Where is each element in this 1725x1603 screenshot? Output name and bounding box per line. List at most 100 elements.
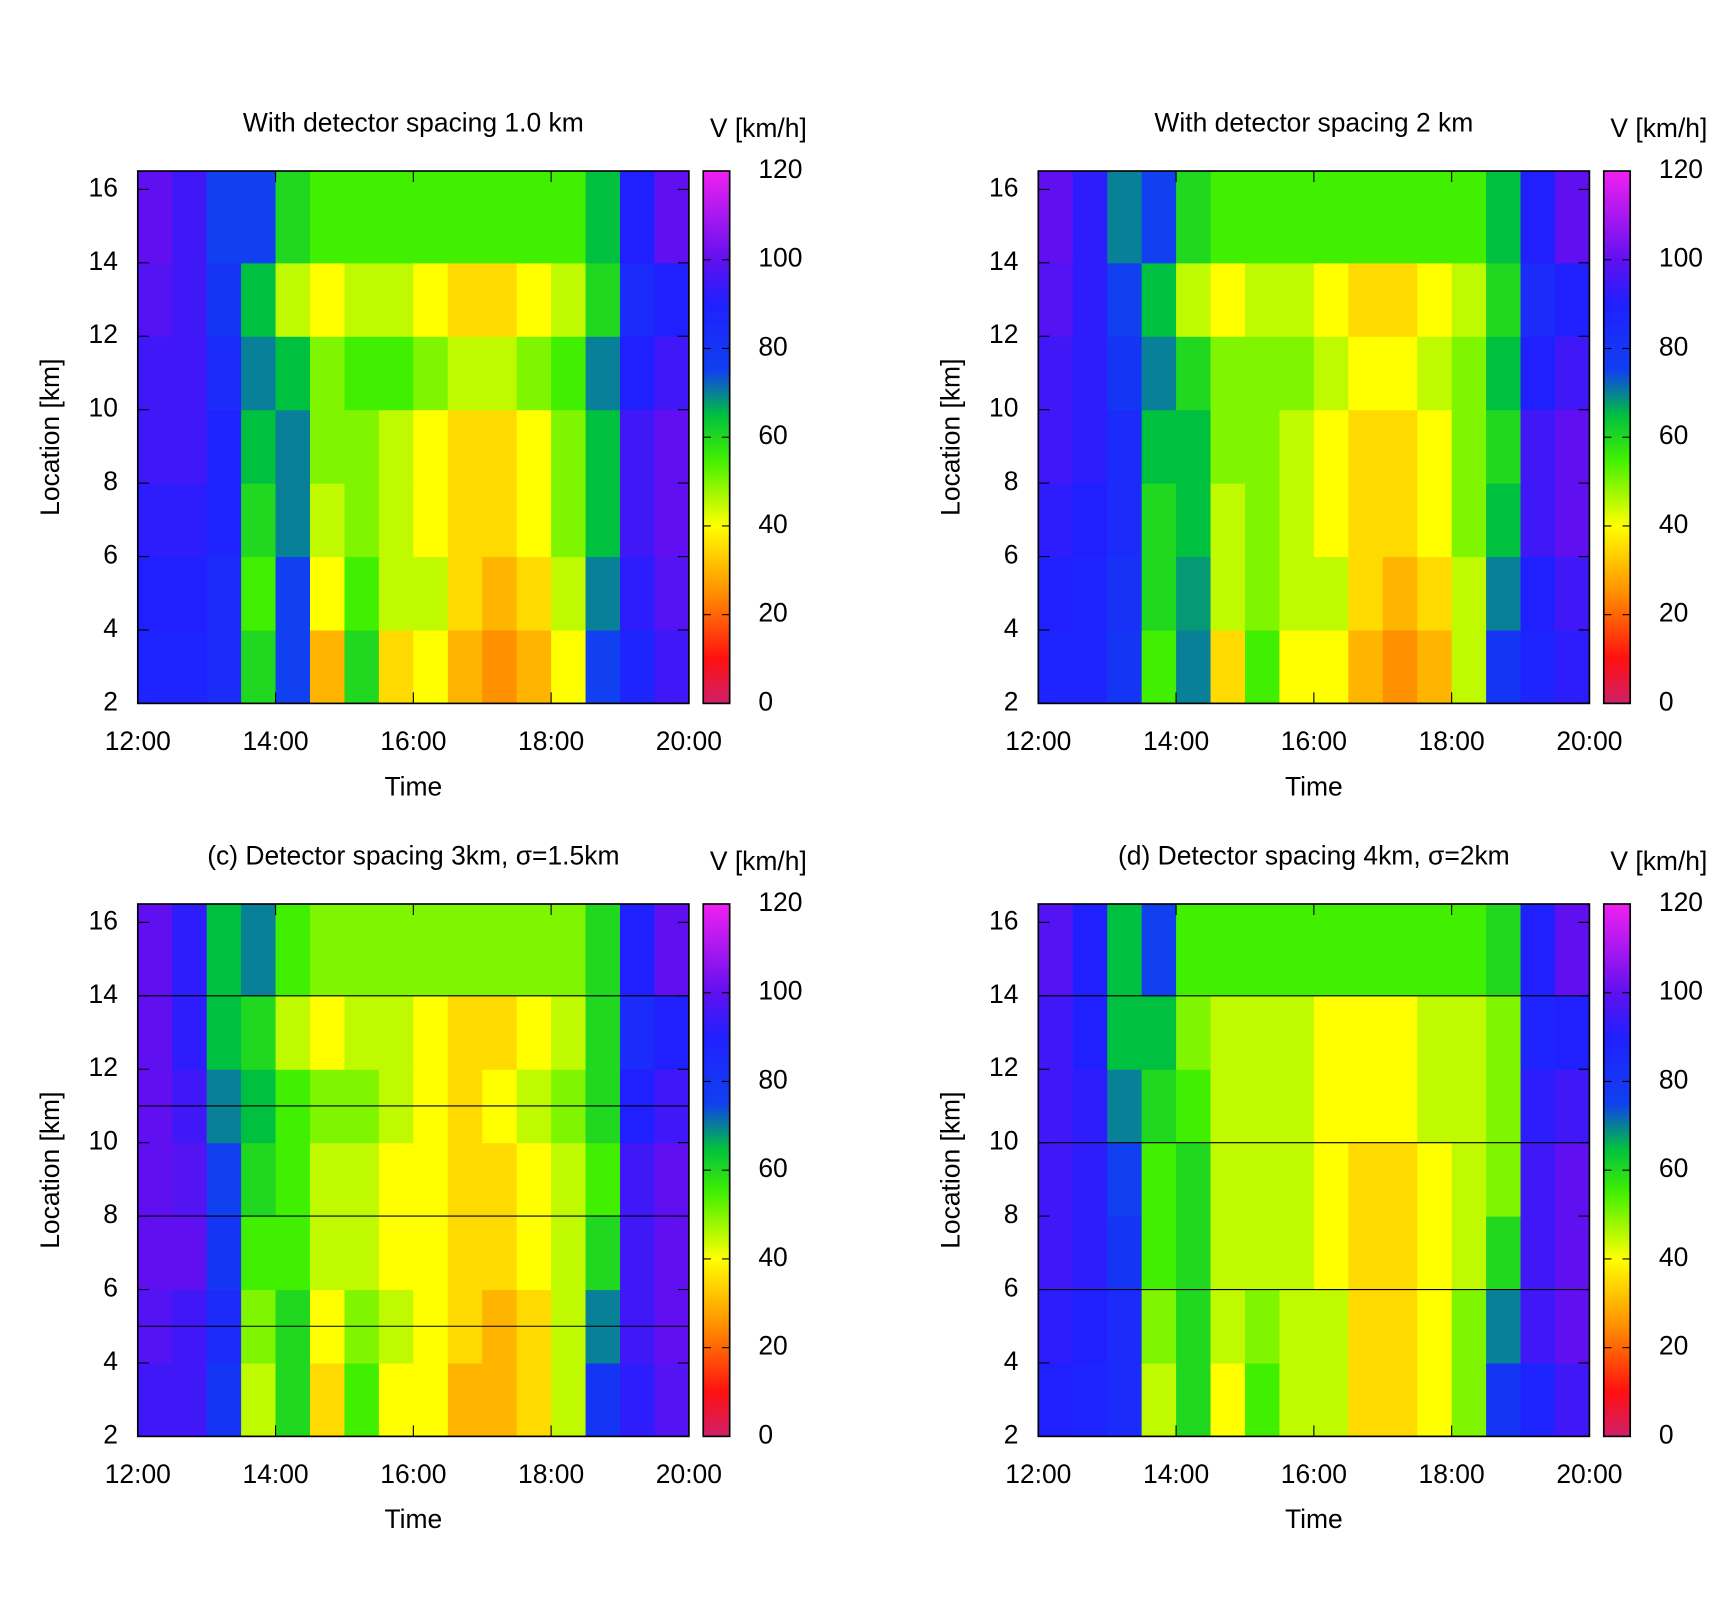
heat-cell	[137, 1216, 173, 1291]
x-tick-label: 14:00	[1143, 726, 1209, 756]
heat-cell	[1244, 336, 1280, 411]
heat-cell	[137, 336, 173, 411]
heat-cell	[241, 483, 277, 558]
heat-cell	[1038, 483, 1074, 558]
heat-cell	[1520, 336, 1556, 411]
heat-cell	[551, 262, 587, 337]
heat-cell	[516, 995, 552, 1070]
heat-cell	[1176, 995, 1212, 1070]
heat-cell	[447, 1142, 483, 1217]
heat-cell	[1038, 629, 1074, 704]
heat-cell	[1244, 629, 1280, 704]
x-tick-label: 12:00	[105, 726, 171, 756]
heat-cell	[172, 483, 208, 558]
heat-cell	[1210, 556, 1246, 631]
heat-cell	[172, 262, 208, 337]
heat-cell	[1107, 1216, 1143, 1291]
heat-cell	[310, 1362, 345, 1437]
heat-cell	[1107, 995, 1143, 1070]
heat-cell	[378, 262, 414, 337]
y-axis-label: Location [km]	[935, 359, 965, 516]
heat-cell	[344, 262, 380, 337]
x-axis-label: Time	[1285, 1504, 1343, 1534]
heat-cell	[1107, 171, 1143, 264]
heat-cell	[1382, 1142, 1418, 1217]
heat-cell	[1279, 556, 1315, 631]
heat-cell	[137, 171, 173, 264]
x-tick-label: 12:00	[1005, 1459, 1071, 1489]
heat-cell	[1176, 556, 1212, 631]
heat-cell	[1141, 629, 1177, 704]
heat-cell	[275, 904, 311, 997]
heat-cell	[1313, 1069, 1349, 1144]
heat-cell	[172, 336, 208, 411]
heat-cell	[1417, 1069, 1453, 1144]
y-tick-label: 4	[103, 1346, 118, 1376]
heat-cell	[1072, 904, 1108, 997]
heat-cell	[1451, 556, 1487, 631]
heat-cell	[1210, 336, 1246, 411]
heat-cell	[654, 1216, 690, 1291]
heat-cell	[1520, 629, 1556, 704]
colorbar-tick-label: 60	[1659, 1153, 1688, 1183]
heat-cell	[516, 556, 552, 631]
heat-cell	[1279, 995, 1315, 1070]
y-tick-label: 2	[1004, 686, 1019, 716]
heat-cell	[1141, 904, 1177, 997]
heat-cell	[1244, 262, 1280, 337]
heat-cell	[1554, 262, 1590, 337]
colorbar-tick-label: 120	[1659, 887, 1703, 917]
y-tick-label: 14	[89, 979, 118, 1009]
x-tick-label: 20:00	[656, 1459, 722, 1489]
heat-cell	[1176, 262, 1212, 337]
y-tick-label: 4	[103, 613, 118, 643]
heat-cell	[413, 904, 449, 997]
chart-title: With detector spacing 1.0 km	[243, 108, 584, 138]
heat-cell	[447, 995, 483, 1070]
heat-cell	[241, 1216, 277, 1291]
heat-cell	[1520, 171, 1556, 264]
heat-cell	[1417, 171, 1453, 264]
heat-cell	[654, 1362, 690, 1437]
heat-cell	[482, 1362, 518, 1437]
heat-cell	[516, 1362, 552, 1437]
heat-cell	[585, 171, 621, 264]
heat-cell	[1554, 1362, 1590, 1437]
heat-cell	[1348, 1289, 1384, 1364]
heat-cell	[1486, 336, 1522, 411]
heat-cell	[1382, 1216, 1418, 1291]
y-tick-label: 10	[89, 393, 118, 423]
heat-cell	[1072, 556, 1108, 631]
heat-cell	[1520, 904, 1556, 997]
y-tick-label: 12	[89, 319, 118, 349]
heat-cell	[344, 904, 380, 997]
heat-cell	[413, 995, 449, 1070]
heat-cell	[1486, 409, 1522, 484]
heat-cell	[1486, 629, 1522, 704]
heat-cell	[1141, 1289, 1177, 1364]
heat-cell	[1486, 483, 1522, 558]
heat-cell	[1348, 1216, 1384, 1291]
heat-cell	[275, 629, 311, 704]
heat-cell	[1107, 1289, 1143, 1364]
heat-cell	[378, 409, 414, 484]
x-tick-label: 14:00	[242, 1459, 308, 1489]
x-tick-label: 20:00	[1556, 1459, 1622, 1489]
heat-cell	[1072, 1362, 1108, 1437]
heat-cell	[516, 483, 552, 558]
heat-cell	[1072, 1069, 1108, 1144]
heat-cell	[378, 483, 414, 558]
heat-cell	[413, 1142, 449, 1217]
y-tick-label: 14	[989, 246, 1018, 276]
heat-cell	[344, 336, 380, 411]
heat-cell	[1107, 336, 1143, 411]
heat-cell	[585, 336, 621, 411]
heat-cell	[378, 1216, 414, 1291]
heat-cell	[310, 1142, 345, 1217]
heat-cell	[1141, 1216, 1177, 1291]
heat-cell	[378, 1362, 414, 1437]
heat-cell	[1417, 1289, 1453, 1364]
heat-cell	[1348, 556, 1384, 631]
heat-cell	[1382, 1069, 1418, 1144]
heat-cell	[1107, 556, 1143, 631]
